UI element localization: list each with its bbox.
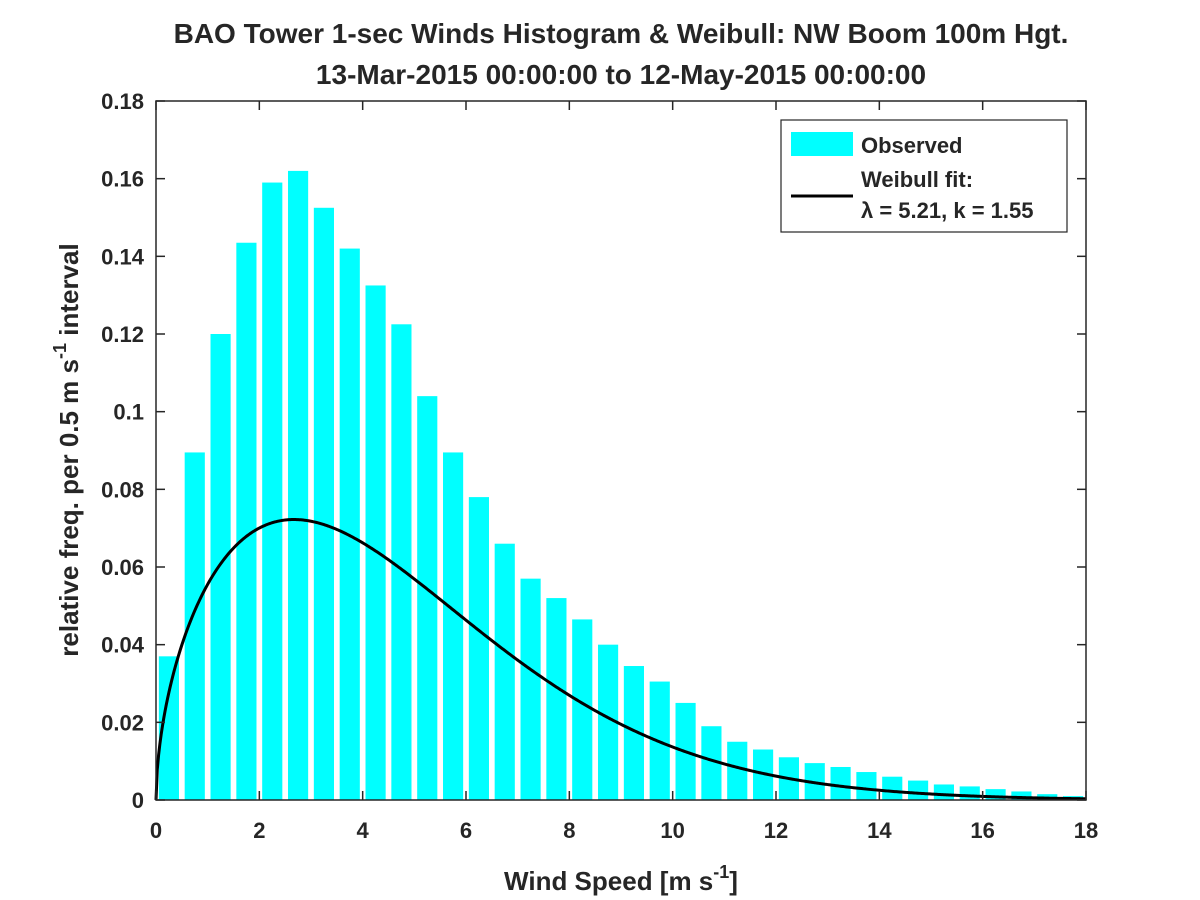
bar [417,396,438,800]
y-tick-label: 0.18 [101,89,144,114]
bar [856,772,877,800]
bar [236,242,257,801]
bar [598,644,619,800]
bar [339,248,360,800]
bar [365,285,386,801]
bar [959,786,980,800]
x-tick-label: 10 [660,818,684,843]
y-tick-label: 0.14 [101,244,145,269]
bar [701,726,722,800]
x-tick-label: 4 [357,818,370,843]
bar [210,334,231,800]
bar [391,324,412,800]
x-tick-label: 18 [1074,818,1098,843]
y-tick-label: 0.02 [101,710,144,735]
bar [908,780,929,800]
bar [546,598,567,800]
x-tick-label: 12 [764,818,788,843]
bar [468,497,489,800]
y-axis: 0 0.02 0.04 0.06 0.08 0.1 0.12 0.14 0.16 0.18 [101,89,1086,813]
x-tick-label: 16 [970,818,994,843]
bar [933,784,954,800]
legend-swatch-observed [791,132,853,156]
bar [727,741,748,800]
x-tick-label: 14 [867,818,892,843]
y-axis-label: relative freq. per 0.5 m s-1 interval [50,243,84,656]
bar [184,452,205,800]
legend-label-weibull-params: λ = 5.21, k = 1.55 [861,198,1033,223]
bar [882,776,903,800]
chart-title: BAO Tower 1-sec Winds Histogram & Weibul… [174,18,1069,49]
axes-box [155,100,1087,801]
bar [288,170,309,800]
bar [158,656,179,800]
legend-label-observed: Observed [861,133,963,158]
bar [1011,791,1032,800]
bar [623,666,644,800]
y-tick-label: 0.1 [113,400,144,425]
x-tick-label: 0 [150,818,162,843]
y-tick-label: 0.04 [101,633,145,658]
x-tick-label: 6 [460,818,472,843]
bar [313,207,334,801]
y-tick-label: 0 [132,788,144,813]
bar [572,619,593,800]
chart-subtitle: 13-Mar-2015 00:00:00 to 12-May-2015 00:0… [316,59,926,90]
y-tick-label: 0.08 [101,477,144,502]
bar [520,578,541,800]
bar [830,766,851,800]
bar [443,452,464,800]
y-tick-label: 0.06 [101,555,144,580]
bar [494,543,515,800]
x-tick-label: 8 [563,818,575,843]
x-axis-label: Wind Speed [m s-1] [504,862,738,896]
y-tick-label: 0.12 [101,322,144,347]
y-tick-label: 0.16 [101,167,144,192]
weibull-curve [154,518,1087,801]
legend-label-weibull: Weibull fit: [861,167,973,192]
weibull-curve-group [154,518,1087,801]
legend: Observed Weibull fit: λ = 5.21, k = 1.55 [780,119,1068,233]
x-axis: 0 2 4 6 8 10 12 14 16 18 [150,101,1098,843]
bars-group [158,170,1084,801]
bar [985,789,1006,800]
x-tick-label: 2 [253,818,265,843]
bar [262,182,283,801]
